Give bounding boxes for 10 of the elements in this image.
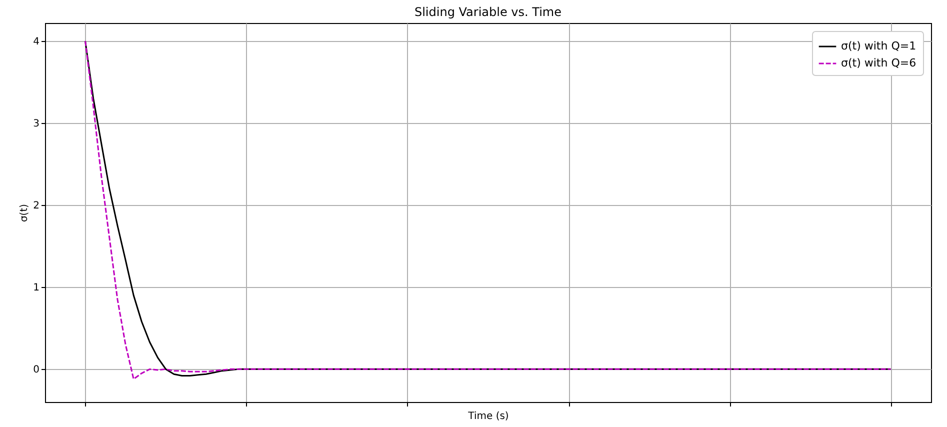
legend-label: σ(t) with Q=1 — [841, 40, 916, 52]
y-tick-label: 2 — [33, 200, 40, 212]
x-axis-title: Time (s) — [467, 411, 509, 422]
y-tick-label: 0 — [33, 364, 40, 376]
y-tick-label: 3 — [33, 118, 40, 130]
legend-label: σ(t) with Q=6 — [841, 56, 916, 70]
y-axis-title: σ(t) — [19, 204, 30, 222]
y-tick-label: 4 — [33, 36, 40, 48]
chart-title: Sliding Variable vs. Time — [414, 5, 562, 19]
y-tick-label: 1 — [33, 282, 40, 294]
